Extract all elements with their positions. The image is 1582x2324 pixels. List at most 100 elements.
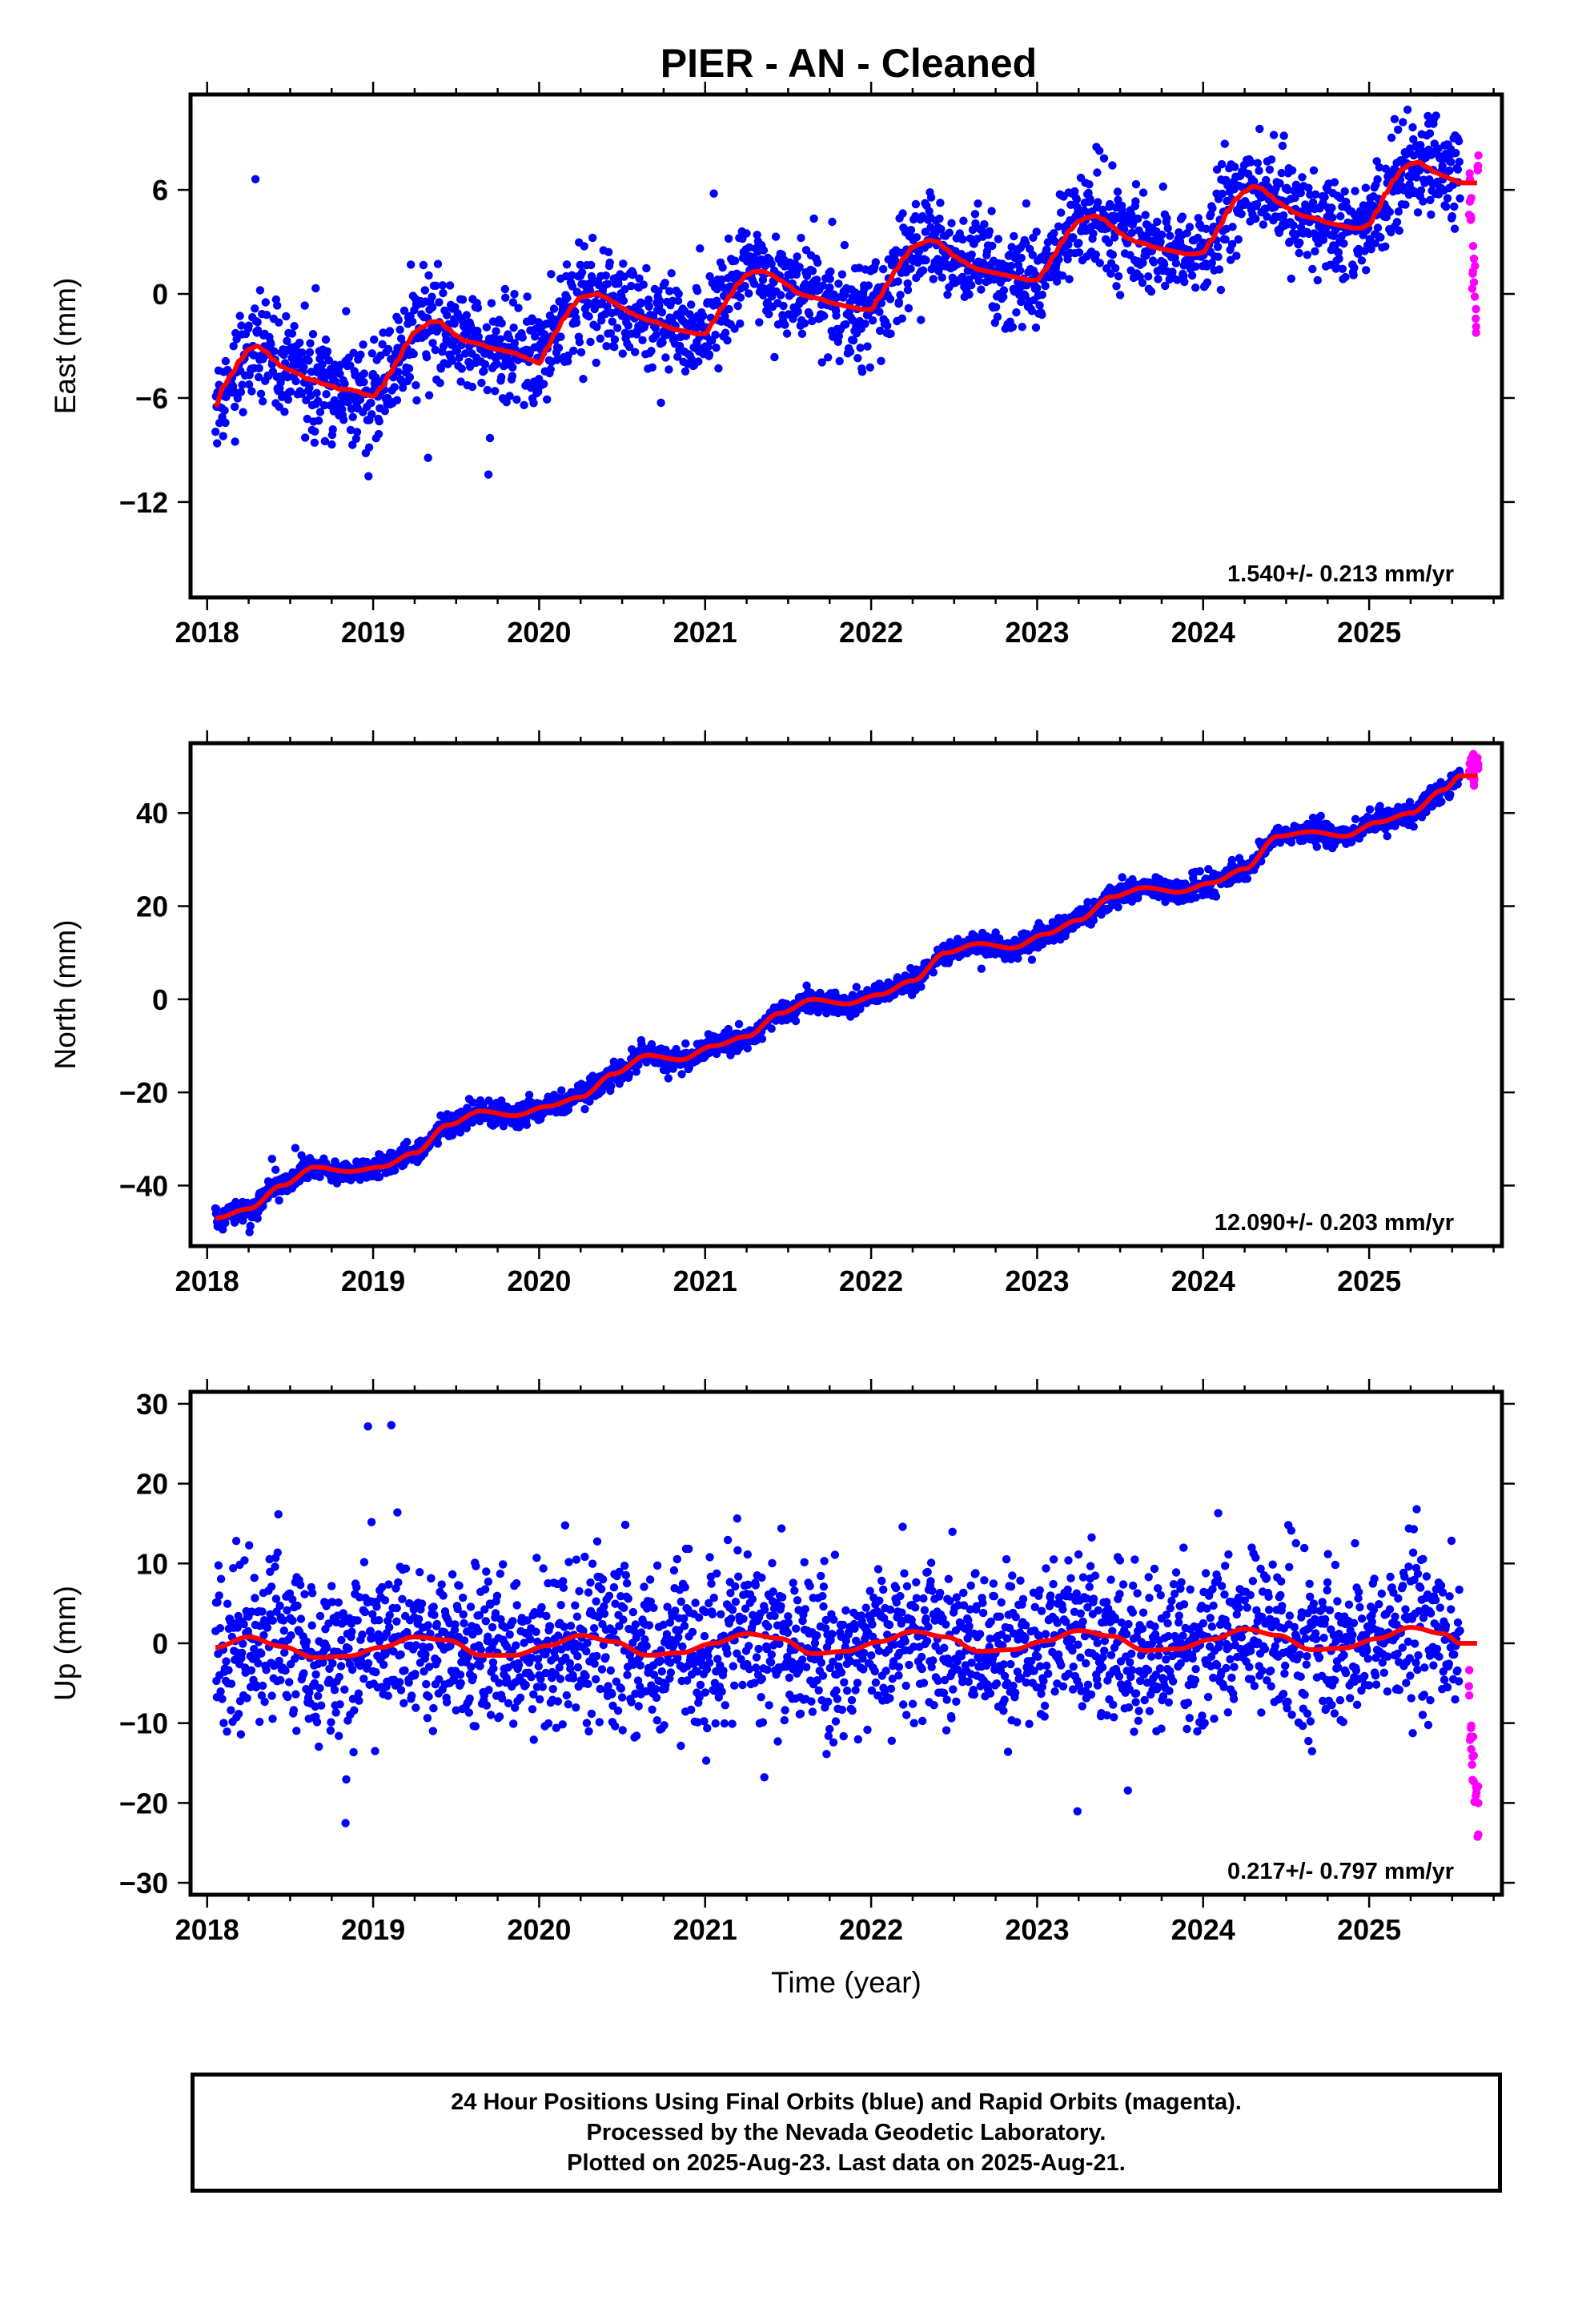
data-point-final [291,376,300,386]
data-point-final [1161,281,1170,291]
data-point-final [1367,245,1375,254]
data-point-rapid [1472,304,1480,314]
data-point-final [1283,185,1292,195]
data-point-final [1027,955,1037,964]
data-point-final [1022,199,1031,208]
data-point-final [1114,271,1123,281]
data-point-final [571,308,580,316]
data-point-final [947,219,956,227]
data-point-final [1362,266,1371,275]
data-point-final [267,340,275,348]
data-point-final [1187,271,1197,280]
data-point-final [549,304,559,313]
data-point-final [929,968,938,977]
data-point-final [730,324,739,333]
data-point-final [1012,308,1021,317]
data-point-final [664,1074,673,1083]
data-point-final [699,312,708,320]
data-point-final [1216,285,1226,295]
data-point-final [1390,115,1399,123]
data-point-final [608,317,616,326]
data-point-final [857,368,867,376]
data-point-final [631,348,640,356]
data-point-final [673,296,683,305]
data-point-final [1335,193,1345,203]
data-point-final [898,209,907,218]
x-tick-label: 2021 [673,1265,737,1297]
data-point-final [546,364,555,374]
panel-frame [188,741,1504,1248]
data-point-final [1373,175,1382,184]
data-point-final [577,267,587,277]
data-point-final [906,226,916,235]
data-point-final [497,372,506,382]
data-point-rapid [1467,212,1476,221]
data-point-final [275,318,283,327]
data-point-final [573,288,582,297]
data-point-final [906,264,915,273]
data-point-final [618,349,627,358]
data-point-final [1438,162,1447,171]
data-point-final [755,318,764,327]
data-point-final [705,350,714,359]
data-point-final [1252,199,1262,209]
data-point-final [759,291,768,300]
data-point-final [1057,208,1066,217]
data-point-final [1351,814,1360,823]
data-point-final [1247,158,1255,167]
data-point-final [1304,183,1313,192]
data-point-final [813,275,821,284]
data-point-final [606,329,616,338]
data-point-final [576,348,586,357]
data-point-final [400,306,409,316]
data-point-final [409,349,418,359]
data-point-final [531,332,540,341]
data-point-final [767,1024,776,1033]
data-point-final [797,329,807,338]
data-point-final [652,330,661,340]
data-point-final [978,226,986,235]
data-point-final [709,189,718,198]
data-point-final [1381,242,1390,251]
plot-area-north [211,750,1483,1236]
data-point-final [903,285,913,295]
data-point-final [826,267,835,276]
data-point-final [392,396,402,404]
data-point-final [1394,125,1403,135]
data-point-final [1111,263,1120,273]
data-point-final [1212,165,1222,174]
data-point-final [993,312,1002,321]
data-point-final [439,288,448,298]
data-point-final [1227,855,1237,865]
data-point-final [813,1008,823,1017]
data-point-final [314,396,323,405]
data-point-final [422,352,432,362]
y-tick-label: 6 [152,174,168,207]
data-point-final [340,379,349,388]
data-point-final [1227,239,1237,249]
data-point-final [339,416,348,424]
data-point-final [705,271,714,281]
data-point-final [251,304,259,313]
data-point-final [282,312,291,321]
data-point-final [875,308,884,316]
data-point-final [1392,218,1402,227]
data-point-final [741,282,749,291]
data-point-final [327,440,336,449]
data-point-final [965,290,974,299]
data-point-final [510,290,519,299]
data-point-final [275,402,283,412]
data-point-final [534,388,543,396]
data-point-final [1054,222,1063,231]
data-point-final [1361,183,1371,192]
data-point-final [1340,187,1349,196]
data-point-final [383,344,393,354]
data-point-final [1279,211,1288,220]
data-point-final [592,323,601,332]
data-point-final [1118,873,1126,882]
data-point-final [496,335,504,344]
data-point-final [1163,223,1172,233]
data-point-final [1416,186,1426,195]
data-point-final [1232,251,1241,260]
data-point-final [477,378,486,388]
